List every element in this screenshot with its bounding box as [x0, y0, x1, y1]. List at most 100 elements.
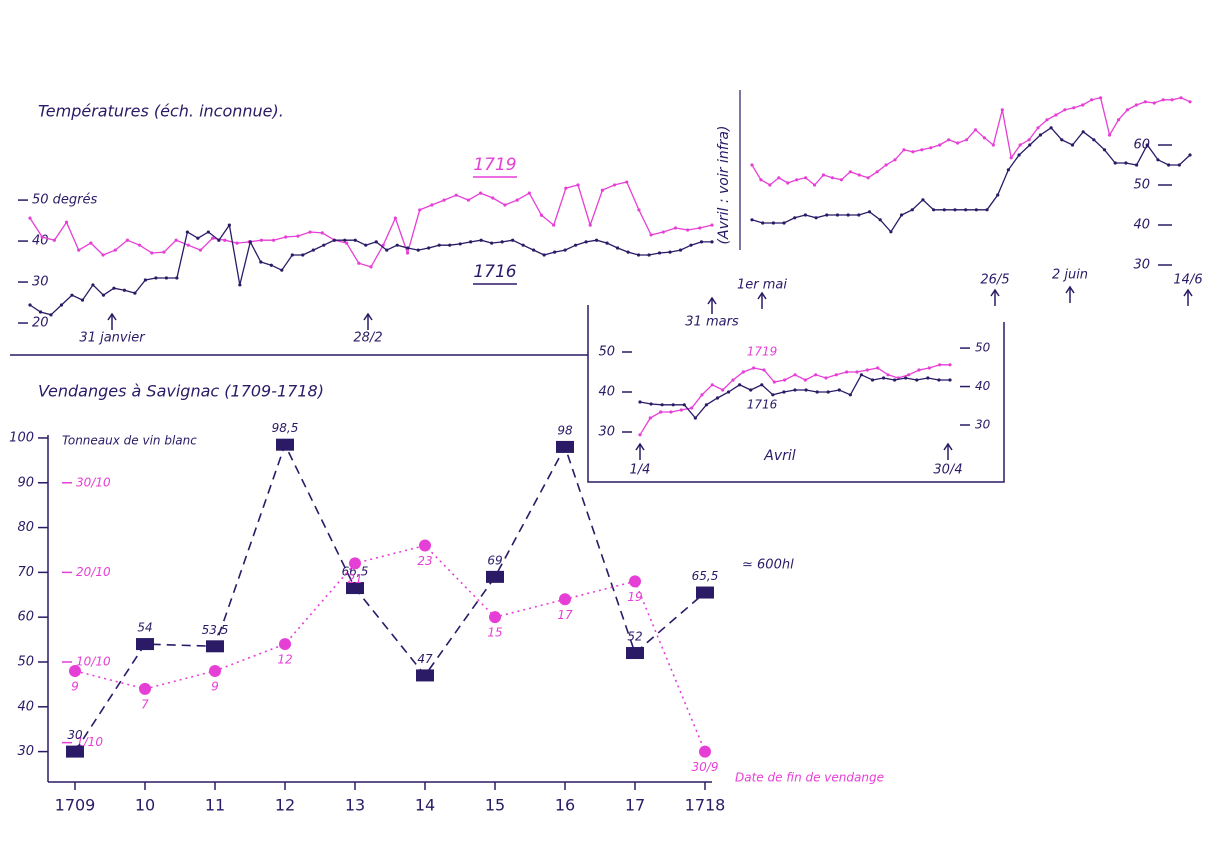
data-point — [320, 231, 324, 235]
data-point — [122, 288, 127, 292]
data-point — [699, 240, 704, 244]
data-point — [673, 226, 678, 230]
series-name: 1719 — [747, 345, 778, 359]
data-point — [771, 221, 775, 225]
data-point — [605, 241, 609, 245]
x-tick-label: 10 — [135, 796, 155, 815]
data-point — [416, 248, 420, 252]
data-point — [793, 216, 797, 220]
data-point — [1143, 100, 1147, 104]
data-point — [991, 143, 995, 147]
data-point — [284, 235, 288, 239]
chart-title: Vendanges à Savignac (1709-1718) — [38, 382, 324, 401]
data-point — [1124, 161, 1128, 165]
data-point — [671, 403, 675, 407]
arrow-head — [363, 312, 373, 321]
data-point — [881, 376, 886, 380]
data-point — [280, 268, 284, 272]
data-point — [771, 393, 775, 397]
data-point — [259, 260, 263, 264]
data-point — [834, 373, 838, 377]
x-tick-label: 1709 — [55, 796, 96, 815]
data-point — [217, 238, 221, 242]
data-label: 98,5 — [272, 421, 299, 435]
data-point — [174, 238, 178, 242]
data-point — [690, 406, 694, 410]
data-point — [938, 143, 942, 147]
data-point — [489, 611, 501, 624]
y2-tick-label: 30/10 — [76, 475, 111, 489]
data-point — [1152, 101, 1156, 105]
data-square — [696, 586, 714, 599]
data-point — [332, 238, 336, 242]
data-point — [848, 393, 852, 397]
y-tick-label: 40 — [598, 385, 615, 400]
data-point — [937, 378, 941, 382]
data-point — [661, 230, 665, 234]
data-point — [479, 191, 483, 195]
data-point — [649, 402, 653, 406]
data-point — [64, 220, 69, 224]
data-point — [660, 403, 664, 407]
y-tick-label: 40 — [1133, 218, 1150, 233]
data-square — [276, 438, 294, 451]
series-line — [29, 223, 712, 316]
data-point — [821, 173, 826, 177]
data-point — [921, 198, 925, 202]
data-point — [907, 373, 911, 377]
data-point — [1000, 108, 1004, 112]
data-point — [947, 138, 951, 142]
data-point — [710, 240, 714, 244]
data-point — [395, 243, 399, 247]
annotation: 26/5 — [980, 273, 1009, 288]
data-point — [679, 408, 683, 412]
x-tick-label: 16 — [555, 796, 575, 815]
data-point — [1054, 113, 1058, 117]
data-point — [804, 388, 808, 392]
data-point — [1045, 118, 1049, 122]
data-point — [279, 638, 291, 651]
data-point — [139, 682, 151, 695]
data-point — [932, 208, 936, 212]
data-point — [209, 664, 221, 677]
y-tick-label: 30 — [1133, 258, 1150, 273]
data-point — [196, 236, 200, 240]
annotation: 31 mars — [685, 315, 739, 330]
data-point — [248, 240, 252, 244]
data-point — [693, 416, 697, 420]
arrow-head — [707, 296, 717, 305]
data-point — [374, 240, 378, 244]
data-point — [357, 261, 361, 265]
data-point — [768, 183, 772, 187]
data-point — [814, 216, 818, 220]
data-label: 12 — [277, 653, 292, 667]
data-point — [500, 240, 504, 244]
data-point — [322, 243, 326, 247]
x-tick-label: 14 — [415, 796, 435, 815]
y2-tick-label: 30 — [975, 418, 991, 432]
data-label: 66,5 — [342, 565, 369, 579]
data-point — [845, 370, 849, 374]
data-point — [138, 243, 142, 247]
x-tick-label: 11 — [205, 796, 225, 815]
data-point — [875, 170, 879, 174]
data-point — [760, 383, 764, 387]
arrow-head — [990, 288, 1000, 297]
data-point — [101, 253, 105, 257]
data-point — [752, 366, 756, 370]
data-label: 23 — [417, 554, 432, 568]
data-point — [911, 150, 915, 154]
data-point — [700, 393, 704, 397]
data-point — [948, 363, 952, 367]
data-point — [584, 240, 588, 244]
data-point — [750, 218, 754, 222]
data-point — [1017, 153, 1021, 157]
data-point — [430, 203, 434, 207]
annotation: 1/4 — [630, 463, 651, 478]
data-point — [783, 378, 787, 382]
data-point — [1113, 161, 1117, 165]
data-point — [1081, 103, 1085, 107]
data-point — [1116, 118, 1121, 122]
y-tick-label: 90 — [17, 475, 34, 490]
data-square — [136, 638, 154, 651]
